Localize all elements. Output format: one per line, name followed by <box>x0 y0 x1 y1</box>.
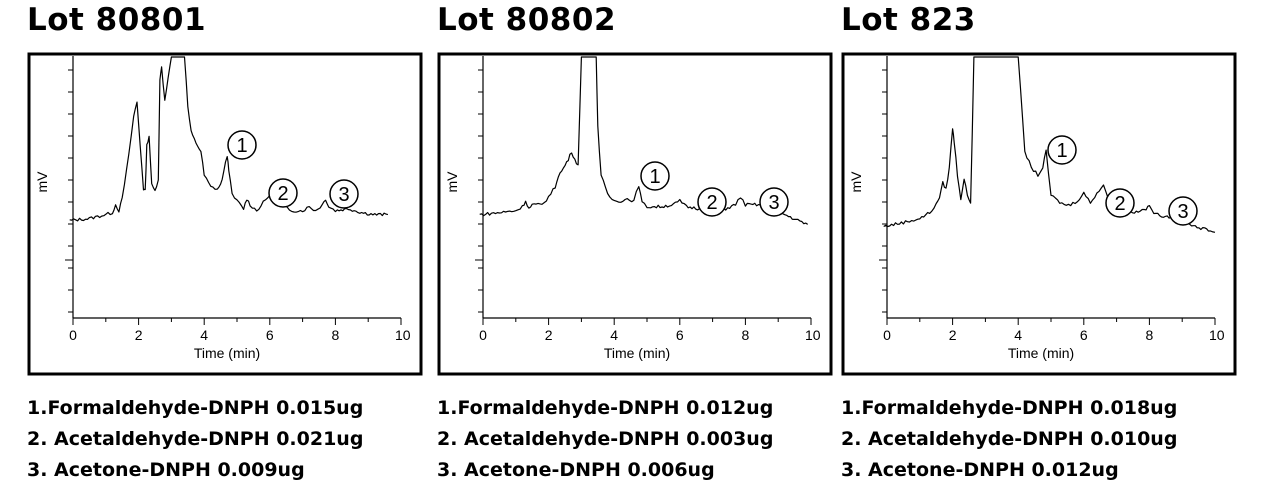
peak-label-circle <box>1168 196 1198 226</box>
legend-line-acetone: 3. Acetone-DNPH 0.009ug <box>27 459 305 481</box>
chromatogram-chart: 0 2 4 6 8 10 Time (min) mV 1 2 3 <box>437 52 833 376</box>
panel-lot-80802: Lot 80802 0 2 4 6 8 10 Time (min) mV 1 2 3 1.Forma… <box>437 0 857 498</box>
panel-title: Lot 80802 <box>437 2 617 38</box>
panel-lot-823: Lot 823 0 2 4 6 8 10 Time (min) mV 1 2 3 1.Formald… <box>841 0 1261 498</box>
x-tick-label: 6 <box>676 327 684 343</box>
x-tick-label: 4 <box>200 327 208 343</box>
x-tick-label: 2 <box>949 327 957 343</box>
x-tick-label: 0 <box>479 327 487 343</box>
peak-label-2: 2 <box>277 183 288 205</box>
y-axis-label: mV <box>848 171 864 193</box>
compound-legend: 1.Formaldehyde-DNPH 0.015ug 2. Acetaldeh… <box>27 393 363 486</box>
x-tick-label: 10 <box>1209 327 1225 343</box>
x-tick-label: 4 <box>1014 327 1022 343</box>
x-tick-label: 10 <box>805 327 821 343</box>
x-tick-label: 2 <box>135 327 143 343</box>
trace-line <box>479 56 809 225</box>
peak-label-2: 2 <box>1114 193 1125 215</box>
peak-label-3: 3 <box>1177 201 1188 223</box>
peak-label-1: 1 <box>649 166 660 188</box>
x-tick-label: 8 <box>742 327 750 343</box>
peak-label-2: 2 <box>706 192 717 214</box>
plot-frame <box>27 52 423 376</box>
compound-legend: 1.Formaldehyde-DNPH 0.018ug 2. Acetaldeh… <box>841 393 1177 486</box>
panel-title: Lot 823 <box>841 2 976 38</box>
x-tick-label: 2 <box>545 327 553 343</box>
y-axis-label: mV <box>34 171 50 193</box>
legend-line-formaldehyde: 1.Formaldehyde-DNPH 0.018ug <box>841 397 1178 419</box>
peak-label-circle <box>697 187 727 217</box>
x-tick-label: 6 <box>266 327 274 343</box>
plot-frame <box>841 52 1237 376</box>
legend-line-acetone: 3. Acetone-DNPH 0.006ug <box>437 459 715 481</box>
legend-line-acetaldehyde: 2. Acetaldehyde-DNPH 0.003ug <box>437 428 774 450</box>
x-tick-label: 0 <box>69 327 77 343</box>
peak-label-circle <box>759 187 789 217</box>
chromatogram-chart: 0 2 4 6 8 10 Time (min) mV 1 2 3 <box>27 52 423 376</box>
panel-title: Lot 80801 <box>27 2 207 38</box>
legend-line-acetone: 3. Acetone-DNPH 0.012ug <box>841 459 1119 481</box>
peak-label-circle <box>268 178 298 208</box>
legend-line-acetaldehyde: 2. Acetaldehyde-DNPH 0.010ug <box>841 428 1178 450</box>
peak-label-3: 3 <box>338 184 349 206</box>
legend-line-formaldehyde: 1.Formaldehyde-DNPH 0.012ug <box>437 397 774 419</box>
trace-line <box>69 56 389 222</box>
peak-label-1: 1 <box>1056 140 1067 162</box>
y-axis-label: mV <box>444 171 460 193</box>
x-tick-label: 0 <box>883 327 891 343</box>
x-tick-label: 10 <box>395 327 411 343</box>
peak-label-circle <box>227 130 257 160</box>
x-tick-label: 4 <box>610 327 618 343</box>
trace-line <box>883 56 1216 233</box>
x-axis-label: Time (min) <box>194 345 260 361</box>
x-tick-label: 6 <box>1080 327 1088 343</box>
chromatogram-chart: 0 2 4 6 8 10 Time (min) mV 1 2 3 <box>841 52 1237 376</box>
panel-lot-80801: Lot 80801 0 2 4 6 8 10 Time (min) mV 1 2 3 1.Forma… <box>27 0 447 498</box>
plot-frame <box>437 52 833 376</box>
peak-label-circle <box>329 179 359 209</box>
x-tick-label: 8 <box>1146 327 1154 343</box>
peak-label-circle <box>640 161 670 191</box>
legend-line-formaldehyde: 1.Formaldehyde-DNPH 0.015ug <box>27 397 364 419</box>
compound-legend: 1.Formaldehyde-DNPH 0.012ug 2. Acetaldeh… <box>437 393 773 486</box>
legend-line-acetaldehyde: 2. Acetaldehyde-DNPH 0.021ug <box>27 428 364 450</box>
x-axis-label: Time (min) <box>1008 345 1074 361</box>
peak-label-3: 3 <box>768 192 779 214</box>
peak-label-circle <box>1105 188 1135 218</box>
x-axis-label: Time (min) <box>604 345 670 361</box>
x-tick-label: 8 <box>332 327 340 343</box>
peak-label-circle <box>1047 135 1077 165</box>
peak-label-1: 1 <box>236 135 247 157</box>
